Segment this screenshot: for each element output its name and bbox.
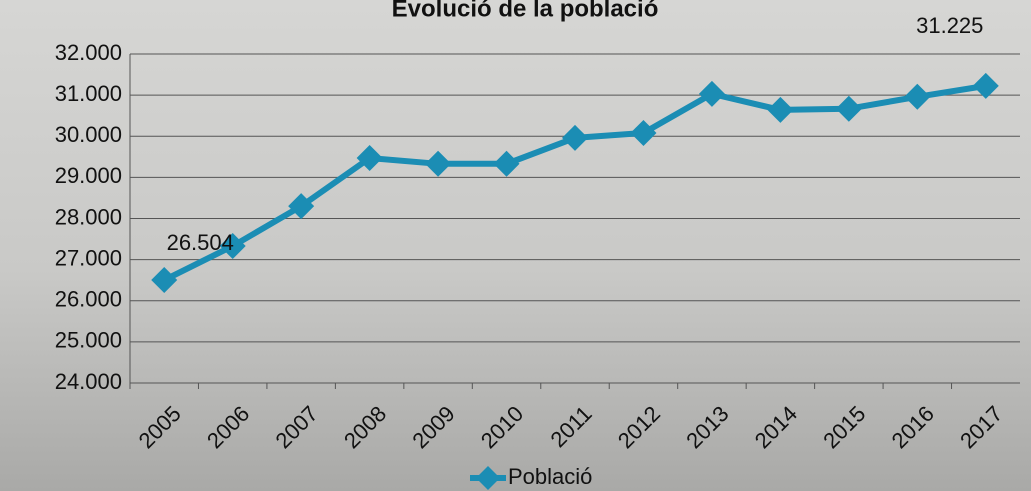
marker [356, 145, 383, 172]
marker [698, 80, 725, 107]
marker [562, 124, 588, 151]
y-tick-label: 30.000 [55, 122, 122, 147]
marker [904, 83, 931, 110]
marker [288, 193, 315, 220]
marker [972, 72, 999, 99]
y-tick-label: 28.000 [55, 204, 122, 229]
y-tick-label: 27.000 [55, 245, 122, 270]
y-tick-label: 24.000 [55, 369, 122, 394]
marker [425, 150, 452, 177]
legend-label: Població [508, 464, 592, 489]
marker [219, 233, 246, 260]
y-tick-label: 29.000 [55, 163, 122, 188]
marker [151, 267, 178, 294]
y-tick-label: 31.000 [55, 81, 122, 106]
marker [630, 119, 657, 146]
marker [767, 96, 794, 123]
marker [835, 95, 862, 122]
y-tick-label: 32.000 [55, 40, 122, 65]
data-label: 31.225 [916, 13, 983, 38]
marker [493, 150, 520, 177]
y-tick-label: 26.000 [55, 287, 122, 312]
legend-marker [476, 466, 500, 490]
y-tick-label: 25.000 [55, 328, 122, 353]
data-label: 26.504 [167, 230, 234, 255]
chart-title: Evolució de la població [392, 0, 659, 22]
